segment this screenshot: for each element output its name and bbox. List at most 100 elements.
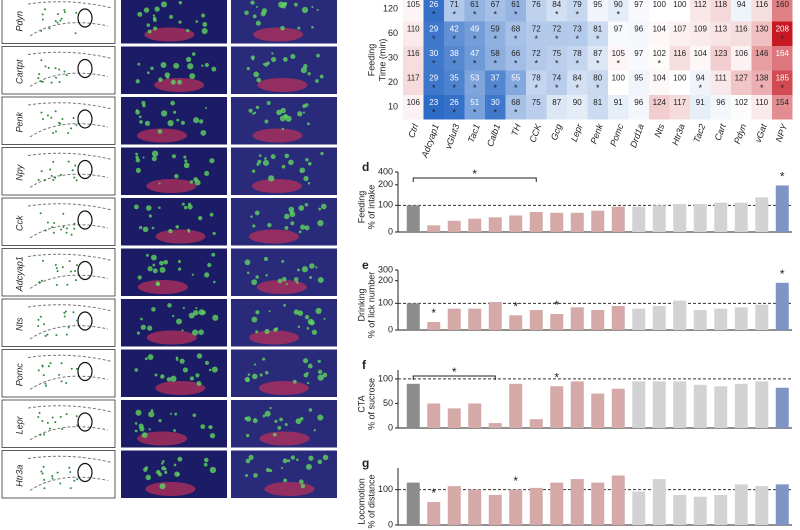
micrograph-green (147, 325, 153, 331)
micrograph-green (202, 22, 208, 27)
panel-letter: f (362, 358, 367, 372)
micrograph-green (142, 156, 145, 159)
micrograph-red (146, 179, 197, 193)
bar (406, 482, 420, 525)
schematic-frame (1, 349, 116, 398)
bar (652, 306, 666, 330)
micrograph-green (212, 314, 219, 321)
schematic-dot (46, 221, 49, 224)
micrograph-green (317, 459, 323, 465)
heat-cell (526, 0, 547, 22)
heat-cell (608, 46, 629, 71)
heat-cell (505, 95, 526, 120)
micrograph-green (320, 151, 324, 156)
micrograph-green (300, 67, 308, 74)
micrograph-green (254, 210, 260, 216)
cell-label: 26 (450, 98, 459, 107)
bar (673, 381, 687, 428)
micrograph-green (255, 330, 259, 334)
y-tick-label: 300 (378, 264, 393, 274)
heat-cell (567, 70, 588, 95)
schematic-dot (39, 315, 42, 318)
cell-label: 23 (429, 98, 438, 107)
row-label: 30 (388, 53, 398, 63)
schematic-dot (59, 173, 62, 176)
heat-cell (403, 95, 424, 120)
micrograph-green (296, 458, 299, 462)
micrograph-green (135, 79, 140, 84)
micrograph-green (167, 303, 172, 308)
micrograph-green (300, 224, 306, 230)
micrograph-green (175, 358, 179, 361)
cell-label: 87 (552, 98, 561, 107)
y-tick-label: 100 (378, 373, 393, 383)
heat-cell (731, 0, 752, 22)
gene-label: Pdyn (14, 11, 24, 32)
cell-label: 68 (511, 98, 520, 107)
heat-cell (444, 70, 465, 95)
schematic-dot (60, 17, 63, 20)
heat-cell (546, 70, 567, 95)
schematic-dot (37, 178, 40, 181)
micrograph-green (307, 181, 311, 185)
cell-label: 109 (694, 25, 708, 34)
micrograph-green (246, 378, 250, 383)
cell-label: 91 (696, 98, 705, 107)
y-tick-label: 0 (388, 519, 393, 529)
y-tick-label: 200 (378, 275, 393, 285)
micrograph-green (134, 422, 138, 425)
micrograph-green (293, 277, 299, 282)
schematic-dot (37, 369, 40, 372)
micrograph-green (146, 23, 151, 27)
heat-cell (464, 46, 485, 71)
cell-label: 87 (593, 49, 602, 58)
micrograph-green (315, 79, 319, 83)
schematic-dot (54, 67, 57, 70)
micrograph-green (255, 105, 260, 110)
micrograph-green (298, 230, 302, 234)
micrograph-green (284, 153, 290, 159)
heat-cell (464, 70, 485, 95)
heat-cell (505, 21, 526, 46)
micrograph-green (135, 409, 142, 416)
schematic-dot (37, 318, 40, 321)
cell-label: 116 (755, 0, 768, 9)
heat-cell (587, 21, 608, 46)
bar (406, 303, 420, 330)
micrograph-green (187, 204, 193, 210)
schematic-dot (58, 68, 61, 71)
cell-label: 97 (634, 0, 643, 9)
micrograph-green (209, 158, 215, 164)
micrograph-green (252, 14, 257, 19)
micrograph-green (135, 158, 141, 163)
heat-cell (649, 46, 670, 71)
micrograph-green (317, 359, 321, 363)
micrograph-green (245, 433, 250, 438)
micrograph-green (302, 358, 309, 364)
bar (714, 494, 728, 525)
cell-label: 107 (673, 25, 687, 34)
heat-cell (669, 46, 690, 71)
cell-label: 138 (755, 74, 769, 83)
micrograph-green (246, 271, 250, 275)
cell-star: * (555, 9, 559, 19)
heat-cell (485, 0, 506, 22)
micrograph-green (283, 303, 286, 307)
micrograph-green (315, 307, 322, 314)
schematic-dot (40, 80, 43, 83)
cell-label: 104 (694, 49, 708, 58)
schematic-dot (44, 382, 47, 385)
micrograph-green (281, 467, 284, 470)
schematic-dot (73, 222, 76, 225)
heat-cell (690, 0, 711, 22)
micrograph-green (255, 20, 261, 26)
schematic-dot (69, 270, 72, 273)
micrograph-green (204, 62, 209, 68)
column-label: Gcg (549, 123, 564, 142)
micrograph-green (160, 1, 168, 8)
micrograph-green (154, 373, 158, 377)
micrograph-green (304, 202, 309, 207)
cell-label: 111 (715, 74, 728, 83)
bar (488, 494, 502, 525)
heat-cell (649, 70, 670, 95)
